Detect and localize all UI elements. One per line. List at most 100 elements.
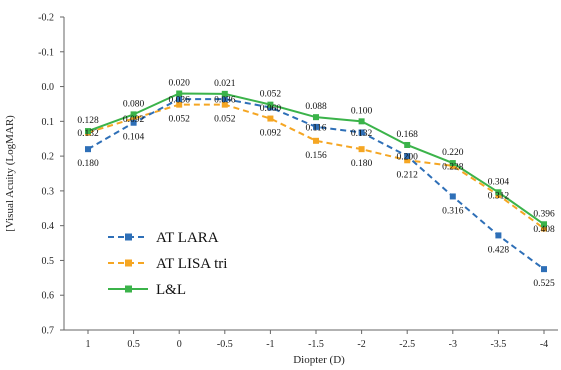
- data-label: 0.525: [533, 279, 555, 289]
- data-point: [358, 146, 365, 153]
- data-label: 0.092: [123, 115, 145, 125]
- data-point: [541, 266, 547, 273]
- data-label: 0.128: [77, 116, 99, 126]
- legend-label: AT LARA: [156, 230, 219, 246]
- x-tick-label: -0.5: [217, 339, 233, 350]
- data-point: [176, 101, 183, 108]
- data-label: 0.060: [260, 104, 282, 114]
- data-label: 0.104: [123, 133, 145, 143]
- data-point: [85, 146, 91, 153]
- data-label: 0.052: [169, 115, 191, 125]
- data-point: [221, 90, 228, 97]
- x-tick-label: -3.5: [490, 339, 506, 350]
- data-label: 0.304: [488, 177, 510, 187]
- y-tick-label: 0.2: [42, 152, 55, 163]
- data-label: 0.052: [214, 115, 236, 125]
- data-point: [85, 128, 91, 135]
- data-label: 0.220: [442, 148, 464, 158]
- x-axis-title: Diopter (D): [293, 354, 345, 366]
- legend-item-1: AT LISA tri: [108, 256, 227, 272]
- data-label: 0.156: [305, 151, 327, 161]
- y-tick-label: 0.4: [42, 221, 55, 232]
- data-label: 0.021: [214, 79, 236, 89]
- data-label: 0.228: [442, 162, 464, 172]
- data-label: 0.020: [169, 79, 191, 89]
- data-point: [541, 225, 547, 232]
- data-label: 0.428: [488, 245, 510, 255]
- data-label: 0.212: [397, 170, 419, 180]
- x-tick-label: -4: [540, 339, 548, 350]
- legend-marker: [125, 259, 132, 267]
- y-tick-label: -0.2: [38, 13, 54, 24]
- data-label: 0.100: [351, 106, 373, 116]
- x-tick-label: -1.5: [308, 339, 324, 350]
- data-point: [404, 141, 411, 148]
- legend: AT LARA AT LISA tri L&L: [108, 230, 227, 298]
- data-label: 0.168: [397, 130, 419, 140]
- legend-marker: [125, 233, 132, 241]
- x-tick-label: 0.5: [127, 339, 140, 350]
- data-point: [130, 115, 137, 122]
- series-2: [85, 90, 547, 228]
- data-point: [267, 101, 274, 108]
- data-point: [495, 189, 502, 196]
- data-label: 0.200: [397, 153, 419, 163]
- y-tick-label: 0.3: [42, 186, 55, 197]
- x-tick-label: -1: [266, 339, 274, 350]
- data-point: [313, 137, 319, 144]
- legend-item-0: AT LARA: [108, 230, 219, 246]
- data-point: [130, 119, 137, 126]
- data-point: [358, 129, 365, 136]
- legend-label: L&L: [156, 282, 186, 298]
- data-point: [358, 118, 365, 125]
- data-label: 0.408: [533, 225, 555, 235]
- data-label: 0.312: [488, 192, 510, 202]
- data-point: [404, 157, 411, 164]
- chart-axes: -0.2 -0.1 0.0 0.1 0.2 0.3 0.4 0.5 0.6 0.7 1 0.5 0 -0.…: [38, 13, 558, 350]
- data-label: 0.080: [123, 99, 145, 109]
- data-point: [313, 114, 319, 121]
- data-point: [404, 153, 411, 160]
- data-label: 0.396: [533, 209, 555, 219]
- series-layer: [85, 90, 547, 273]
- y-tick-label: 0.5: [42, 256, 55, 267]
- data-label: 0.132: [77, 129, 99, 139]
- y-tick-label: 0.0: [42, 82, 55, 93]
- data-point: [221, 96, 228, 103]
- x-tick-label: -3: [449, 339, 457, 350]
- y-tick-label: 0.7: [42, 326, 55, 337]
- data-label: 0.088: [305, 102, 327, 112]
- data-point: [541, 221, 547, 228]
- data-label: 0.116: [305, 123, 326, 133]
- data-label: 0.036: [169, 96, 191, 106]
- data-label: 0.180: [77, 159, 99, 169]
- data-point: [221, 101, 228, 108]
- x-tick-label: 0: [177, 339, 182, 350]
- data-point: [130, 111, 137, 118]
- data-point: [176, 90, 183, 97]
- data-label: 0.052: [260, 90, 282, 100]
- data-labels: 0.180 0.104 0.316 0.428 0.525 0.132 0.092 0.052…: [77, 79, 555, 290]
- data-point: [176, 96, 183, 103]
- data-label: 0.036: [214, 96, 236, 106]
- data-point: [267, 115, 274, 122]
- data-point: [449, 160, 456, 167]
- legend-label: AT LISA tri: [156, 256, 227, 272]
- data-point: [449, 193, 456, 200]
- y-tick-label: 0.6: [42, 291, 55, 302]
- y-tick-label: 0.1: [42, 117, 55, 128]
- data-label: 0.316: [442, 206, 464, 216]
- series-1: [85, 101, 547, 232]
- y-axis-title: [Visual Acuity (LogMAR): [4, 115, 16, 232]
- x-tick-label: 1: [86, 339, 91, 350]
- data-label: 0.180: [351, 159, 373, 169]
- legend-item-2: L&L: [108, 282, 186, 298]
- legend-marker: [125, 285, 132, 293]
- y-tick-label: -0.1: [38, 47, 54, 58]
- x-tick-label: -2.5: [399, 339, 415, 350]
- data-point: [313, 123, 319, 130]
- x-tick-label: -2: [357, 339, 365, 350]
- data-label: 0.132: [351, 129, 373, 139]
- data-point: [495, 232, 502, 239]
